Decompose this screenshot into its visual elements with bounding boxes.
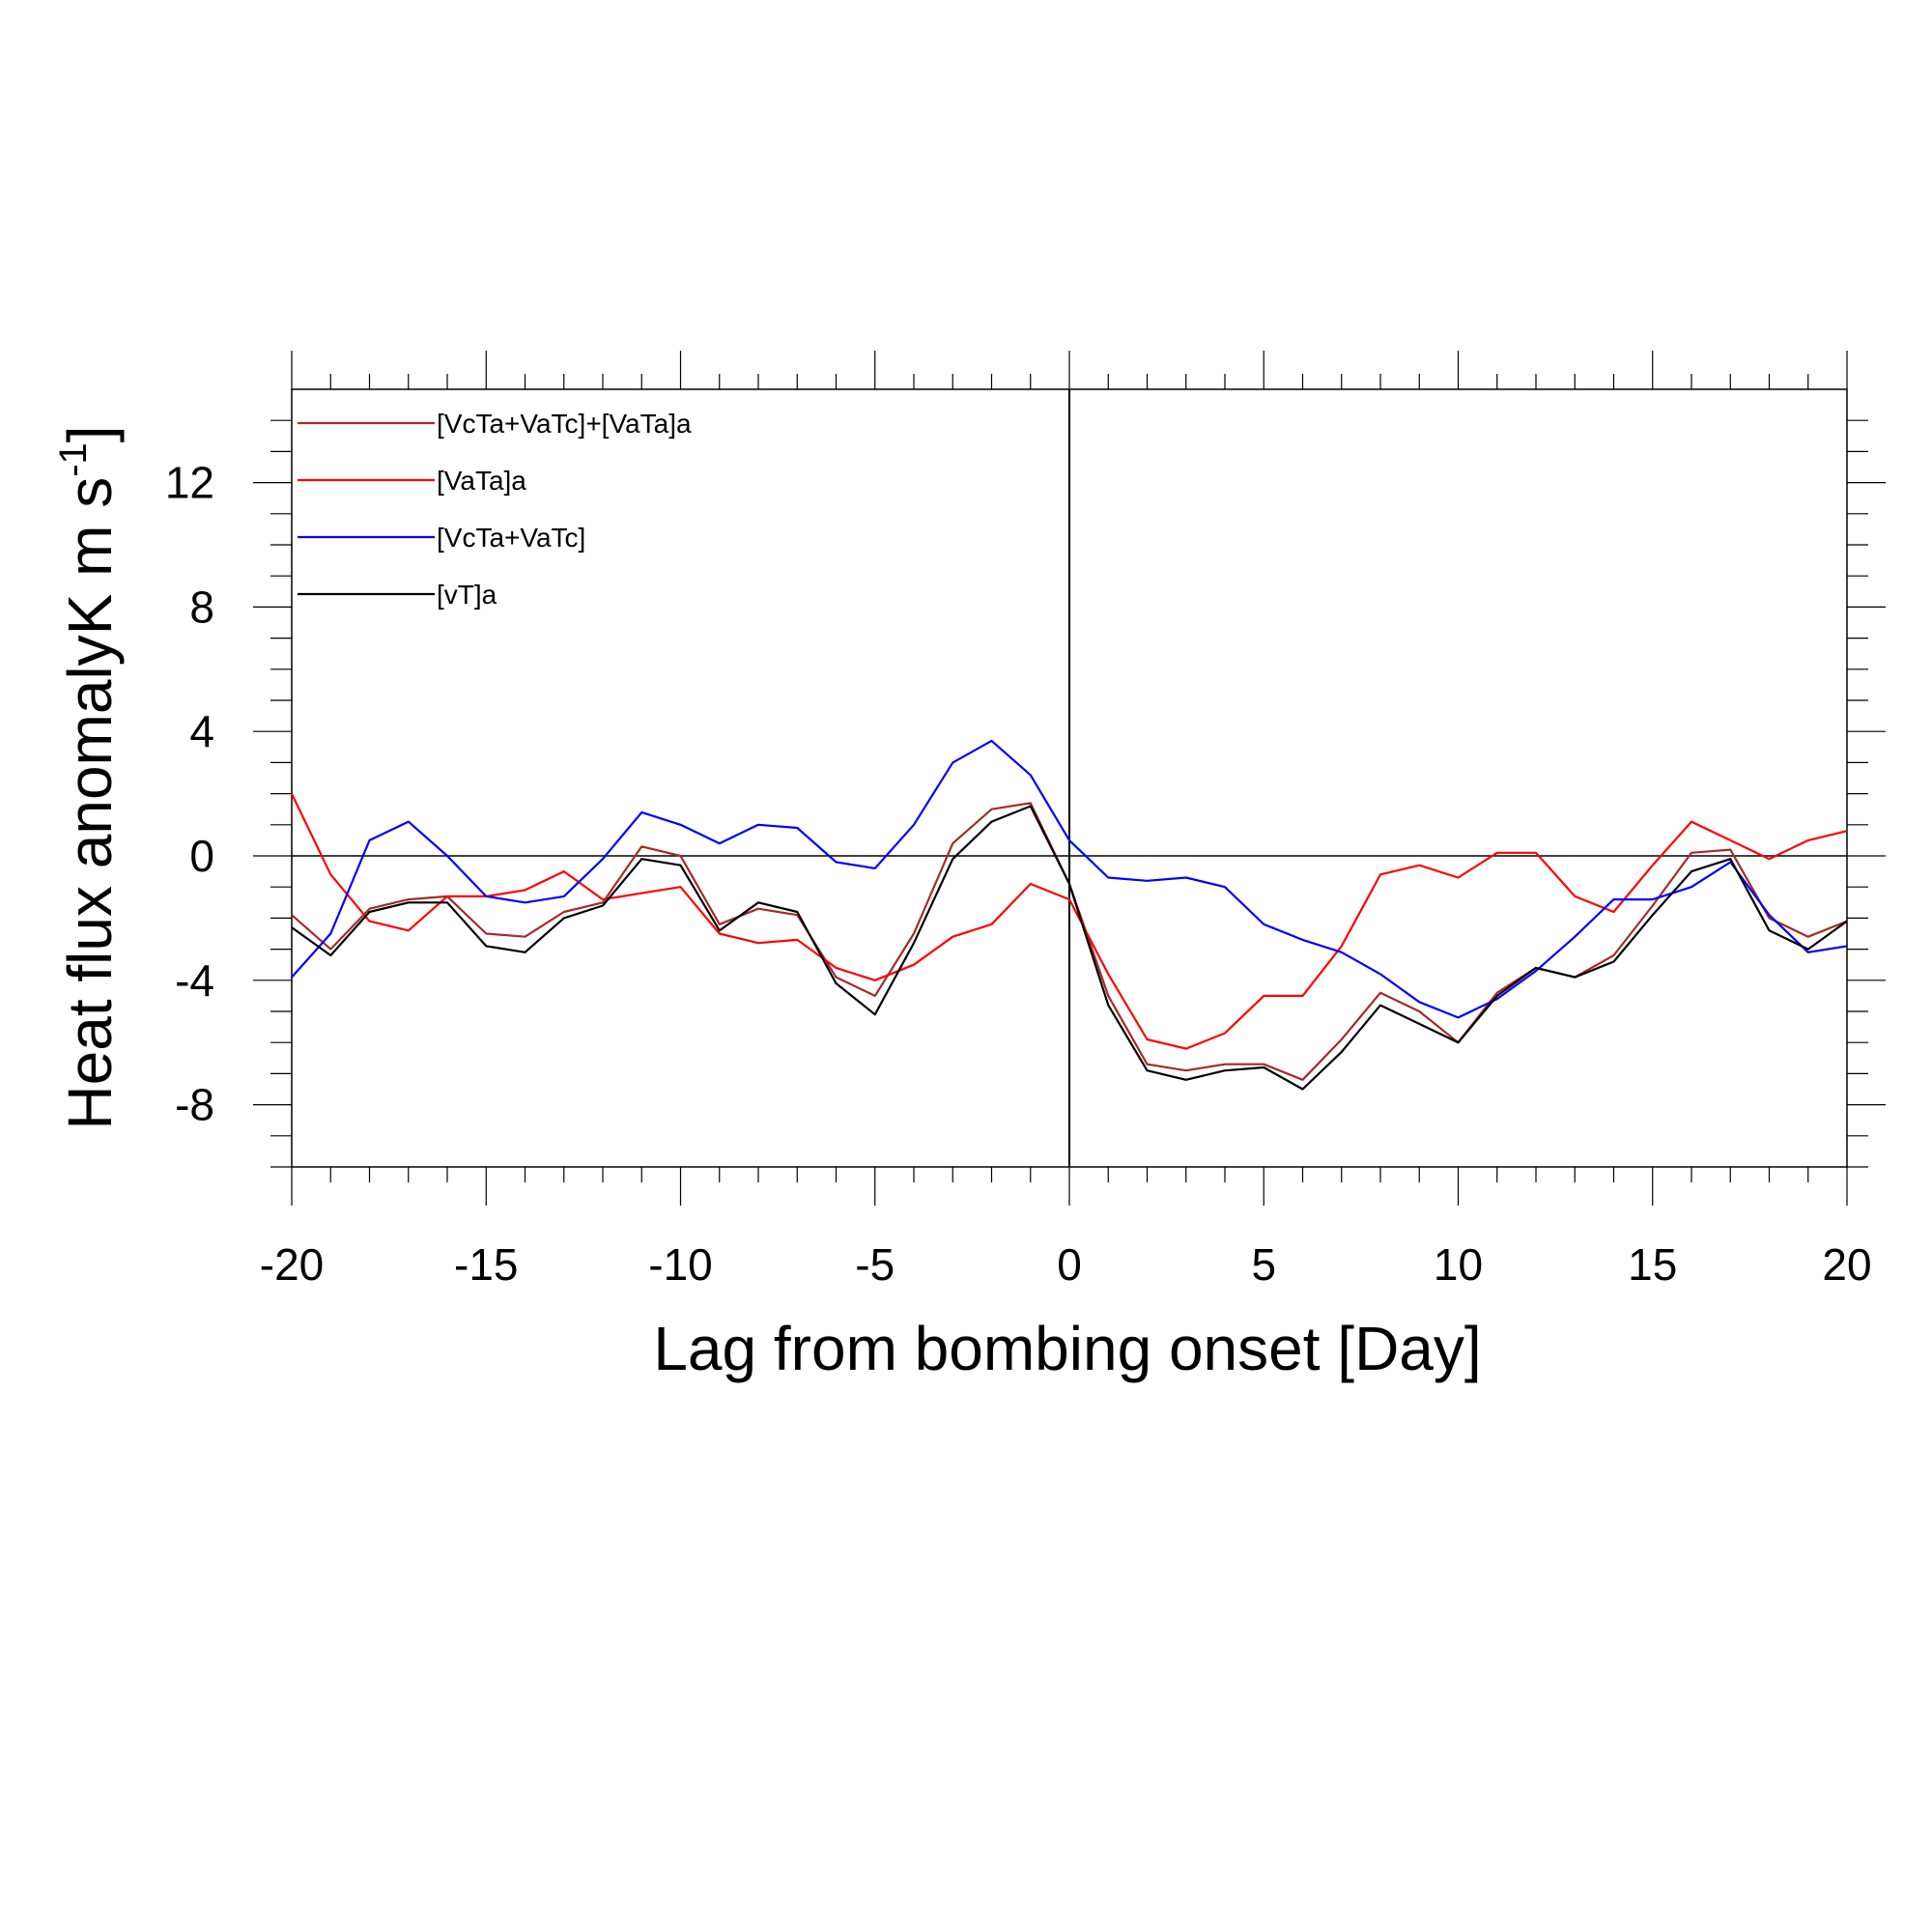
y-axis-title: Heat flux anomalyK m s-1]	[52, 425, 125, 1129]
x-tick-labels: -20 -15 -10 -5 0 5 10 15 20	[260, 1239, 1872, 1290]
legend-label: [vT]a	[437, 580, 497, 610]
x-tick-label: 0	[1057, 1239, 1082, 1290]
series-line-2	[291, 793, 1848, 1050]
y-tick-label: 12	[165, 458, 214, 508]
series-lines	[291, 739, 1848, 1091]
y-tick-label: -4	[175, 955, 214, 1006]
major-ticks	[253, 351, 1886, 1206]
legend-label: [VcTa+VaTc]	[437, 523, 585, 553]
y-tick-label: 4	[189, 706, 214, 756]
legend-label: [VaTa]a	[437, 466, 526, 496]
y-axis-title-superscript: -1	[52, 442, 95, 477]
y-axis-title-suffix: ]	[55, 425, 125, 442]
x-tick-label: 10	[1434, 1239, 1483, 1290]
x-tick-label: -5	[855, 1239, 895, 1290]
reference-lines	[292, 389, 1847, 1167]
legend-label: [VcTa+VaTc]+[VaTa]a	[437, 409, 692, 439]
x-tick-label: -10	[648, 1239, 712, 1290]
x-tick-label: -20	[260, 1239, 324, 1290]
y-tick-labels: 12 8 4 0 -4 -8	[165, 458, 214, 1130]
x-axis-title: Lag from bombing onset [Day]	[653, 1314, 1481, 1383]
y-axis-title-main: Heat flux anomalyK m s	[55, 477, 125, 1130]
x-tick-label: 5	[1251, 1239, 1276, 1290]
y-tick-label: -8	[175, 1080, 214, 1130]
y-tick-label: 0	[189, 831, 214, 881]
x-tick-label: 15	[1628, 1239, 1677, 1290]
series-line-3	[291, 739, 1848, 1019]
minor-ticks	[270, 374, 1868, 1182]
x-tick-label: 20	[1822, 1239, 1871, 1290]
series-line-4	[291, 805, 1848, 1091]
y-tick-label: 8	[189, 582, 214, 632]
x-tick-label: -15	[454, 1239, 518, 1290]
legend: [VcTa+VaTc]+[VaTa]a [VaTa]a [VcTa+VaTc] [vT…	[298, 409, 692, 610]
